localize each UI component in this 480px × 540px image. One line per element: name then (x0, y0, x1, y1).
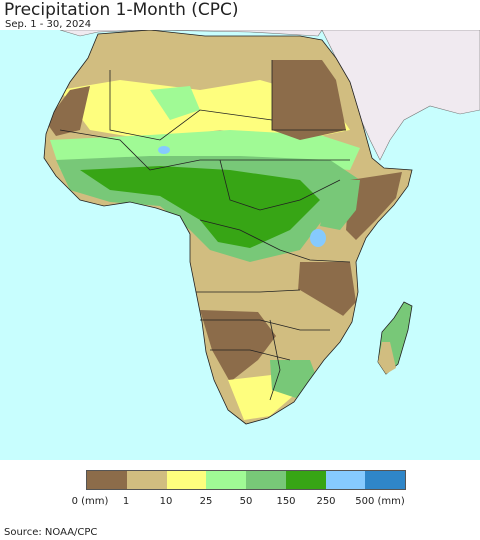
lake-victoria (310, 229, 326, 247)
nw-brown (46, 86, 90, 136)
egypt-brown (272, 60, 346, 140)
legend-swatch-10-25 (166, 471, 207, 489)
country-borders (43, 30, 413, 425)
horn-green (320, 180, 360, 230)
madagascar-dry (378, 342, 396, 374)
legend-label-250: 250 (316, 496, 336, 507)
southern-brown (200, 310, 276, 382)
horn-brown (346, 172, 402, 240)
legend-label-50: 50 (239, 496, 253, 507)
europe-land (59, 30, 323, 37)
legend-swatch-25-50 (206, 471, 246, 489)
legend-label-500: 500 (mm) (355, 496, 405, 507)
lake-chad (158, 146, 170, 154)
legend-swatch-500-plus (365, 471, 405, 489)
page-title: Precipitation 1-Month (CPC) (4, 0, 239, 20)
legend-color-bar (86, 470, 406, 490)
legend-swatch-50-150 (246, 471, 286, 489)
central-darkgreen (80, 166, 320, 248)
legend-label-0: 0 (mm) (71, 496, 109, 507)
legend-swatch-1-10 (126, 471, 167, 489)
legend-swatch-250-500 (325, 471, 366, 489)
legend-label-10: 10 (159, 496, 173, 507)
legend-swatch-150-250 (285, 471, 326, 489)
legend-label-25: 25 (199, 496, 213, 507)
legend-label-150: 150 (276, 496, 296, 507)
legend-label-1: 1 (122, 496, 130, 507)
precipitation-map (0, 30, 480, 460)
date-range: Sep. 1 - 30, 2024 (5, 19, 92, 30)
legend-swatch-0-1 (87, 471, 127, 489)
sahara-green-patch (150, 86, 200, 120)
source-credit: Source: NOAA/CPC (4, 527, 98, 538)
